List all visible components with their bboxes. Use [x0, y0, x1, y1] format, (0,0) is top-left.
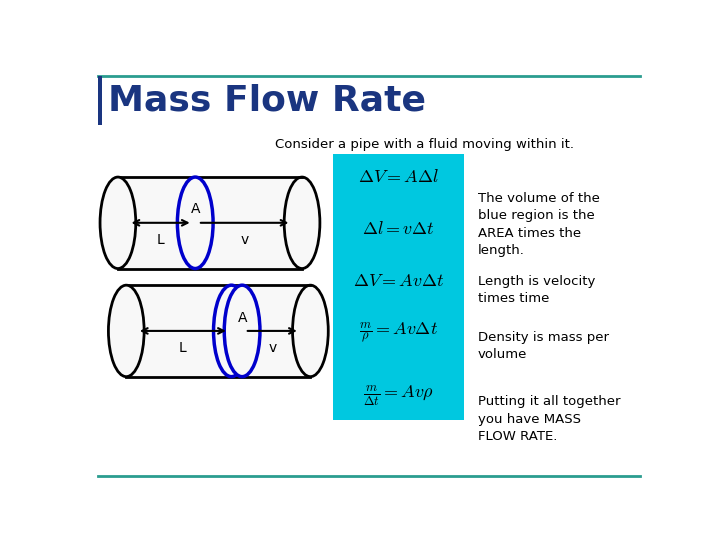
Bar	[333, 154, 464, 420]
Ellipse shape	[177, 177, 213, 268]
Ellipse shape	[100, 177, 136, 268]
Text: L: L	[179, 341, 186, 355]
Ellipse shape	[109, 285, 144, 377]
Text: Putting it all together
you have MASS
FLOW RATE.: Putting it all together you have MASS FL…	[478, 395, 621, 443]
Ellipse shape	[284, 177, 320, 268]
Ellipse shape	[224, 285, 260, 377]
Text: v: v	[268, 341, 276, 355]
Bar	[99, 77, 102, 125]
Bar	[118, 177, 302, 268]
Text: Consider a pipe with a fluid moving within it.: Consider a pipe with a fluid moving with…	[275, 138, 575, 151]
Text: A: A	[192, 202, 201, 216]
Text: L: L	[157, 233, 164, 247]
Text: $\frac{m}{\Delta t} = Av\rho$: $\frac{m}{\Delta t} = Av\rho$	[363, 383, 434, 408]
Text: Length is velocity
times time: Length is velocity times time	[478, 275, 595, 305]
Text: Density is mass per
volume: Density is mass per volume	[478, 331, 609, 361]
Ellipse shape	[292, 285, 328, 377]
Text: $\Delta l = v\Delta t$: $\Delta l = v\Delta t$	[362, 220, 435, 238]
Ellipse shape	[214, 285, 249, 377]
Bar	[126, 285, 310, 377]
Text: $\Delta V = Av\Delta t$: $\Delta V = Av\Delta t$	[353, 272, 444, 290]
Text: $\Delta V = A\Delta l$: $\Delta V = A\Delta l$	[358, 168, 439, 186]
Text: Mass Flow Rate: Mass Flow Rate	[109, 83, 426, 117]
Text: The volume of the
blue region is the
AREA times the
length.: The volume of the blue region is the ARE…	[478, 192, 600, 257]
Text: v: v	[240, 233, 248, 247]
Text: $\frac{m}{\rho} = Av\Delta t$: $\frac{m}{\rho} = Av\Delta t$	[359, 321, 438, 346]
Text: A: A	[238, 311, 248, 325]
